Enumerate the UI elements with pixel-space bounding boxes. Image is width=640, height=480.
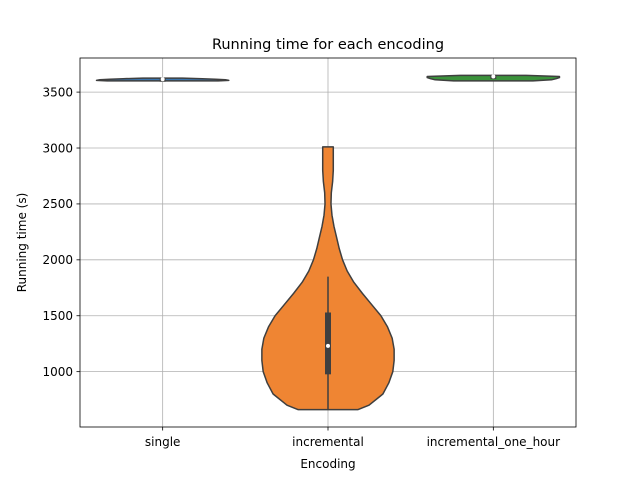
- x-axis-label: Encoding: [300, 457, 355, 471]
- chart-title: Running time for each encoding: [212, 37, 444, 53]
- y-tick-label: 1000: [42, 365, 73, 379]
- y-tick-label: 2000: [42, 253, 73, 267]
- x-tick-label: incremental: [292, 435, 364, 449]
- y-tick-label: 1500: [42, 309, 73, 323]
- violin-box: [325, 312, 331, 375]
- violin-median: [326, 343, 330, 348]
- y-tick-label: 3500: [42, 85, 73, 99]
- y-tick-label: 2500: [42, 197, 73, 211]
- y-axis-label: Running time (s): [15, 193, 29, 293]
- y-tick-label: 3000: [42, 141, 73, 155]
- y-axis-ticks: 1000 1500 2000 2500 3000 3500: [42, 85, 80, 379]
- violin-median: [491, 74, 496, 79]
- violins: [95, 74, 561, 411]
- violin-median: [160, 77, 165, 82]
- x-axis-ticks: single incremental incremental_one_hour: [145, 427, 560, 449]
- x-tick-label: incremental_one_hour: [427, 435, 561, 449]
- x-tick-label: single: [145, 435, 181, 449]
